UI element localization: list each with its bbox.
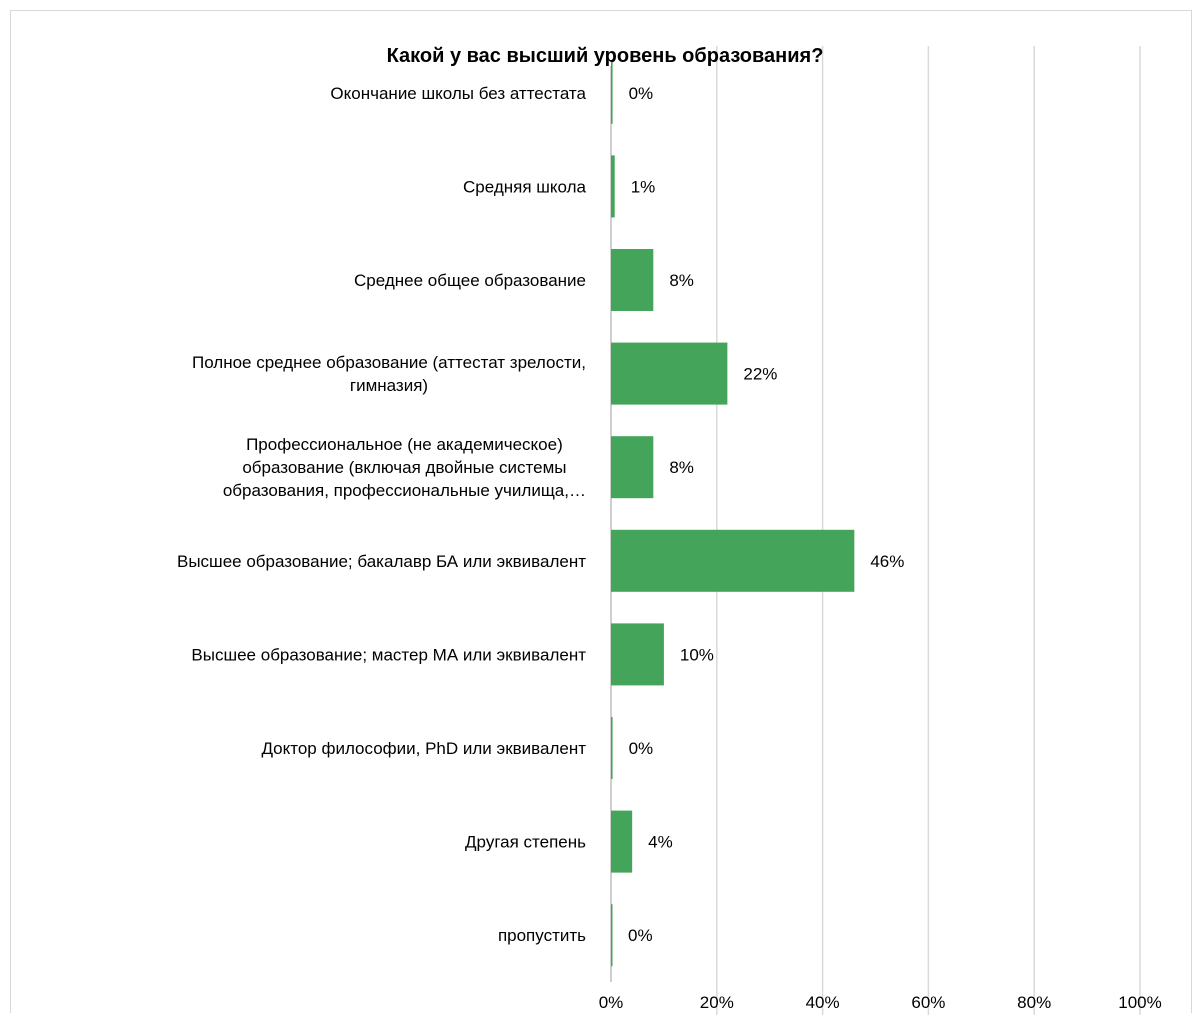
- category-label: Среднее общее образование: [354, 271, 586, 290]
- category-label: пропустить: [498, 926, 586, 945]
- bar: [611, 249, 654, 311]
- data-label: 4%: [648, 833, 673, 852]
- data-label: 22%: [743, 365, 777, 384]
- category-label: Полное среднее образование (аттестат зре…: [192, 353, 586, 395]
- category-label: Окончание школы без аттестата: [330, 84, 586, 103]
- bars: [611, 61, 855, 967]
- data-label: 0%: [629, 84, 654, 103]
- x-tick-label: 40%: [806, 993, 840, 1012]
- x-tick-label: 80%: [1017, 993, 1051, 1012]
- data-label: 8%: [669, 271, 694, 290]
- chart-frame: [10, 10, 1192, 1013]
- bar: [611, 61, 613, 124]
- bar: [611, 529, 855, 592]
- x-tick-label: 20%: [700, 993, 734, 1012]
- bar: [611, 904, 613, 967]
- category-labels: Окончание школы без аттестата Средняя шко…: [177, 84, 587, 945]
- bar: [611, 155, 615, 218]
- x-tick-label: 0%: [599, 993, 624, 1012]
- x-tick-label: 100%: [1118, 993, 1161, 1012]
- data-label: 0%: [628, 926, 653, 945]
- x-tick-label: 60%: [911, 993, 945, 1012]
- bar: [611, 342, 728, 405]
- x-axis-tick-labels: 0% 20% 40% 60% 80% 100%: [599, 993, 1162, 1012]
- data-label: 1%: [631, 177, 656, 196]
- chart-title: Какой у вас высший уровень образования?: [387, 45, 824, 67]
- bar: [611, 623, 664, 686]
- category-label: Высшее образование; мастер МА или эквива…: [191, 645, 586, 664]
- category-label: Средняя школа: [463, 177, 587, 196]
- category-label: Доктор философии, PhD или эквивалент: [261, 739, 586, 758]
- category-label: Другая степень: [465, 833, 586, 852]
- value-labels: 0% 1% 8% 22% 8% 46% 10% 0% 4% 0%: [628, 84, 904, 945]
- data-label: 8%: [669, 458, 694, 477]
- bar: [611, 436, 654, 499]
- data-label: 10%: [680, 645, 714, 664]
- bar: [611, 810, 633, 873]
- category-label: Высшее образование; бакалавр БА или экви…: [177, 552, 586, 571]
- bar: [611, 717, 613, 779]
- category-label: Профессиональное (не академическое) образ…: [223, 435, 586, 500]
- data-label: 0%: [629, 739, 654, 758]
- data-label: 46%: [870, 552, 904, 571]
